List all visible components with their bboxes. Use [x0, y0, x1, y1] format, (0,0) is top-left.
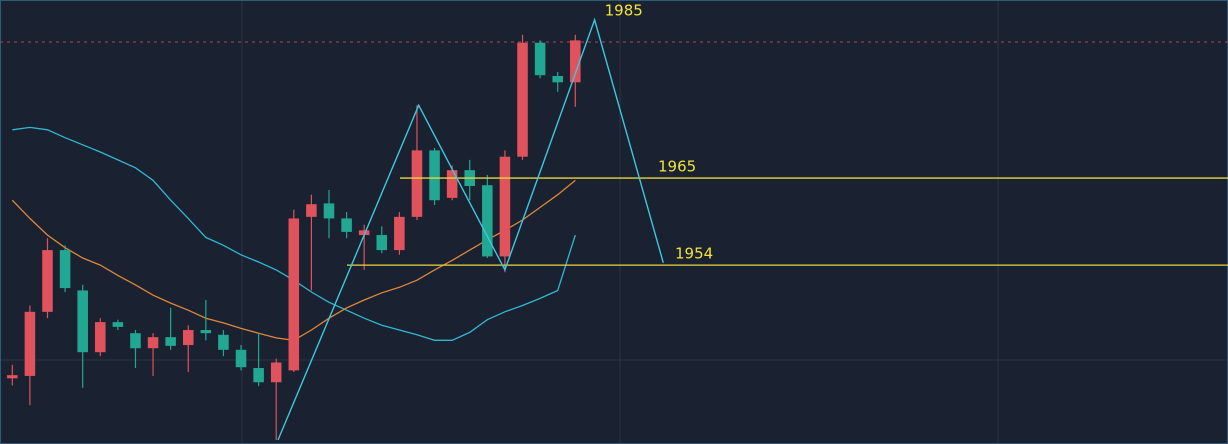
candle-body — [95, 322, 106, 353]
candle-body — [341, 218, 352, 232]
candle-body — [77, 290, 88, 353]
candle-body — [499, 156, 511, 257]
candle-body — [429, 150, 440, 201]
candle-body — [517, 42, 528, 157]
candle-body — [552, 75, 563, 83]
candle-body — [253, 368, 264, 383]
candle-body — [147, 337, 159, 349]
candle-body — [288, 218, 300, 371]
candle-body — [112, 322, 124, 327]
candle-body — [59, 250, 71, 289]
peak-label: 1985 — [605, 1, 643, 19]
candle-body — [323, 203, 335, 219]
candle-body — [376, 235, 388, 251]
candle-body — [534, 42, 546, 76]
level-label: 1965 — [658, 158, 696, 176]
zigzag-line — [277, 17, 664, 441]
candle-body — [306, 204, 317, 217]
candle-body — [130, 333, 141, 349]
candle-body — [182, 330, 194, 346]
candle-body — [411, 150, 423, 217]
level-label: 1954 — [675, 245, 713, 263]
candle-body — [165, 337, 176, 346]
candle-body — [42, 250, 53, 312]
candle-body — [218, 334, 229, 350]
candle-body — [200, 330, 212, 334]
candle-body — [270, 362, 282, 383]
candle-body — [7, 375, 18, 379]
candle-body — [358, 230, 370, 236]
candle-body — [235, 349, 247, 368]
candle-body — [482, 185, 493, 257]
candle-body — [570, 40, 581, 83]
candle-body — [446, 170, 458, 198]
candle-body — [24, 311, 36, 376]
candle-body — [394, 216, 405, 251]
